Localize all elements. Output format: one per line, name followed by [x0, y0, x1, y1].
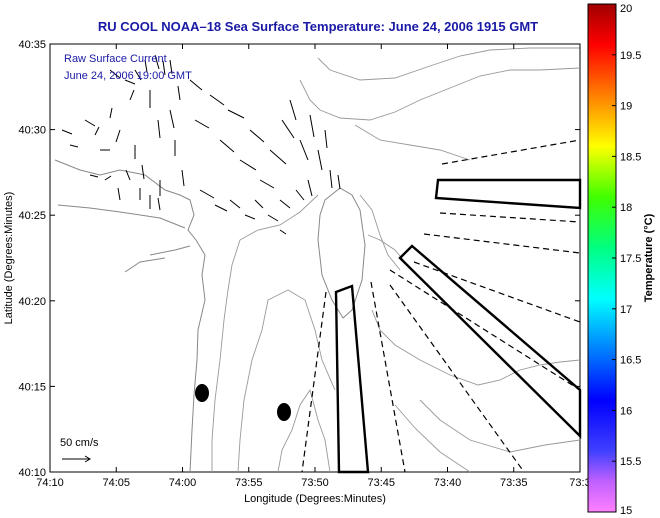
colorbar-tick-label: 20 [620, 3, 632, 15]
y-axis-ticks: 40:35 40:30 40:25 40:20 40:15 40:10 [18, 39, 580, 479]
y-tick-label: 40:30 [18, 125, 46, 137]
colorbar-tick-label: 18 [620, 202, 632, 214]
colorbar-tick-label: 19 [620, 101, 632, 113]
x-axis-label: Longitude (Degrees:Minutes) [244, 493, 386, 505]
x-tick-label: 73:45 [367, 477, 395, 489]
colorbar-tick-label: 15 [620, 505, 632, 517]
colorbar-tick-label: 16.5 [620, 355, 641, 367]
x-tick-label: 74:00 [169, 477, 197, 489]
x-tick-label: 73:50 [301, 477, 329, 489]
surface-current-vectors [61, 54, 341, 235]
current-annotation-line2: June 24, 2006 19:00 GMT [64, 70, 192, 82]
colorbar-tick-label: 17.5 [620, 253, 641, 265]
map-title: RU COOL NOAA–18 Sea Surface Temperature:… [98, 19, 538, 34]
colorbar-label: Temperature (°C) [643, 213, 655, 302]
survey-dashed-lines [301, 139, 581, 473]
x-tick-label: 73:55 [235, 477, 263, 489]
y-tick-label: 40:35 [18, 39, 46, 51]
x-tick-label: 73:3 [569, 477, 590, 489]
colorbar-tick-label: 15.5 [620, 456, 641, 468]
x-tick-label: 73:40 [434, 477, 462, 489]
plot-frame [49, 43, 581, 473]
colorbar-tick-label: 17 [620, 304, 632, 316]
temperature-colorbar [587, 3, 617, 513]
x-axis-ticks: 74:10 74:05 74:00 73:55 73:50 73:45 73:40 73:35… [36, 44, 591, 489]
sandy-hook [317, 187, 366, 319]
station-dot-west [195, 384, 209, 402]
colorbar-ticks: 20 19.5 19 18.5 18 17.5 17 16.5 16 15.5 15 [612, 3, 641, 517]
scale-label: 50 cm/s [60, 437, 99, 449]
current-annotation-line1: Raw Surface Current [64, 53, 167, 65]
survey-boxes [334, 178, 582, 474]
x-tick-label: 74:05 [102, 477, 130, 489]
y-axis-label: Latitude (Degrees:Minutes) [3, 192, 15, 325]
river-inlet [57, 204, 191, 273]
y-tick-label: 40:25 [18, 210, 46, 222]
colorbar-tick-label: 18.5 [620, 151, 641, 163]
bathymetry-contours [211, 47, 581, 473]
y-tick-label: 40:20 [18, 296, 46, 308]
map-plot-area: Raw Surface Current June 24, 2006 19:00 … [49, 43, 582, 474]
y-tick-label: 40:15 [18, 381, 46, 393]
colorbar-tick-label: 16 [620, 405, 632, 417]
station-dot-east [277, 403, 291, 421]
x-tick-label: 73:35 [500, 477, 528, 489]
coastline [54, 159, 206, 473]
x-tick-label: 74:10 [36, 477, 64, 489]
y-tick-label: 40:10 [18, 467, 46, 479]
scale-arrow-head [84, 455, 91, 463]
colorbar-tick-label: 19.5 [620, 50, 641, 62]
